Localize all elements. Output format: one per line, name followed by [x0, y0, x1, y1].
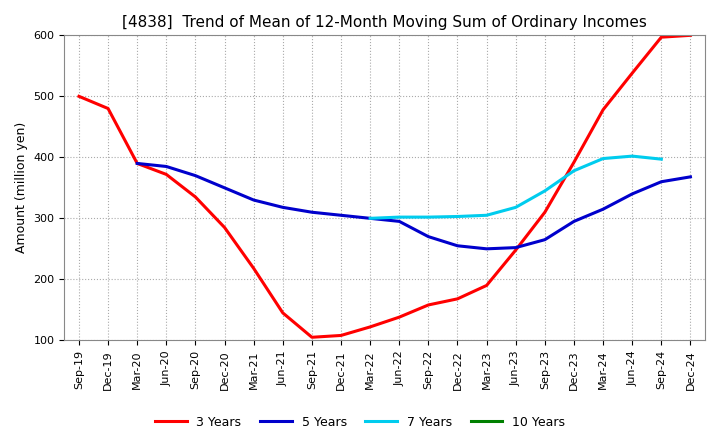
Y-axis label: Amount (million yen): Amount (million yen) [15, 122, 28, 253]
Title: [4838]  Trend of Mean of 12-Month Moving Sum of Ordinary Incomes: [4838] Trend of Mean of 12-Month Moving … [122, 15, 647, 30]
Legend: 3 Years, 5 Years, 7 Years, 10 Years: 3 Years, 5 Years, 7 Years, 10 Years [150, 411, 570, 434]
